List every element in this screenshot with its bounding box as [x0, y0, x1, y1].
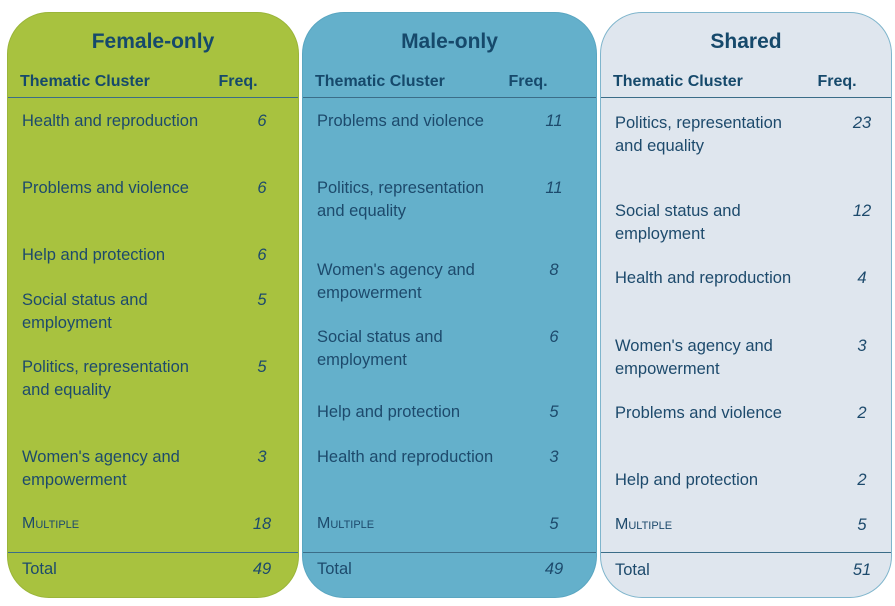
- panel-female-only: Female-only Thematic Cluster Freq. Healt…: [7, 12, 299, 598]
- frequency-value: 6: [257, 179, 267, 197]
- table-row: Politics, representation and equality 5: [22, 356, 298, 401]
- frequency-value: 2: [857, 404, 867, 422]
- frequency-value: 6: [549, 328, 559, 346]
- table-row: Multiple 5: [615, 514, 891, 537]
- table-row: Problems and violence 2: [615, 402, 891, 425]
- total-divider: [8, 552, 298, 553]
- panel-title: Female-only: [91, 30, 215, 53]
- table-row: Health and reproduction 3: [317, 446, 596, 469]
- total-divider: [303, 552, 596, 553]
- column-header-freq: Freq.: [817, 73, 857, 90]
- header-divider: [303, 97, 596, 98]
- cluster-label: Women's agency and empowerment: [317, 261, 475, 302]
- total-label: Total: [615, 561, 650, 579]
- frequency-value: 11: [545, 112, 563, 130]
- table-row: Help and protection 5: [317, 401, 596, 424]
- panel-title: Male-only: [401, 30, 498, 53]
- cluster-label: Social status and employment: [22, 291, 148, 332]
- table-row: Women's agency and empowerment 3: [22, 446, 298, 491]
- table-row: Social status and employment 12: [615, 200, 891, 245]
- frequency-value: 3: [257, 448, 267, 466]
- cluster-label: Politics, representation and equality: [22, 358, 189, 399]
- column-header-cluster: Thematic Cluster: [20, 73, 150, 90]
- total-row: Total 49: [317, 558, 596, 581]
- table-row: Multiple 18: [22, 513, 298, 536]
- panel-shared: Shared Thematic Cluster Freq. Politics, …: [600, 12, 892, 598]
- cluster-label: Problems and violence: [317, 112, 484, 130]
- frequency-value: 6: [257, 246, 267, 264]
- frequency-value: 3: [549, 448, 559, 466]
- frequency-value: 23: [852, 114, 872, 132]
- table-row: Social status and employment 6: [317, 326, 596, 371]
- table-row: Help and protection 6: [22, 244, 298, 267]
- frequency-value: 5: [257, 358, 267, 376]
- cluster-label: Help and protection: [317, 403, 461, 421]
- table-row: Problems and violence 6: [22, 177, 298, 200]
- total-row: Total 51: [615, 559, 891, 582]
- cluster-label: Problems and violence: [22, 179, 189, 197]
- cluster-label: Health and reproduction: [22, 112, 199, 130]
- cluster-label: Social status and employment: [615, 202, 741, 243]
- table-row: Problems and violence 11: [317, 110, 596, 133]
- total-divider: [601, 552, 891, 553]
- cluster-label: Women's agency and empowerment: [615, 337, 773, 378]
- total-value: 51: [852, 561, 872, 579]
- frequency-value: 11: [545, 179, 563, 197]
- total-label: Total: [317, 560, 352, 578]
- total-value: 49: [544, 560, 564, 578]
- cluster-label: Health and reproduction: [615, 269, 792, 287]
- total-label: Total: [22, 560, 57, 578]
- total-row: Total 49: [22, 558, 298, 581]
- column-header-cluster: Thematic Cluster: [613, 73, 743, 90]
- table-row: Politics, representation and equality 11: [317, 177, 596, 222]
- cluster-label: Politics, representation and equality: [615, 114, 782, 155]
- header-divider: [601, 97, 891, 98]
- frequency-value: 5: [549, 515, 559, 533]
- cluster-label: Multiple: [615, 516, 673, 533]
- cluster-label: Problems and violence: [615, 404, 782, 422]
- table-row: Social status and employment 5: [22, 289, 298, 334]
- cluster-label: Multiple: [317, 515, 375, 532]
- frequency-value: 8: [549, 261, 559, 279]
- total-value: 49: [252, 560, 272, 578]
- table-row: Women's agency and empowerment 8: [317, 259, 596, 304]
- table-row: Politics, representation and equality 23: [615, 112, 891, 157]
- frequency-value: 5: [857, 516, 867, 534]
- table-row: Health and reproduction 4: [615, 267, 891, 290]
- cluster-label: Politics, representation and equality: [317, 179, 484, 220]
- table-row: Women's agency and empowerment 3: [615, 335, 891, 380]
- frequency-value: 6: [257, 112, 267, 130]
- cluster-label: Multiple: [22, 515, 80, 532]
- cluster-label: Social status and employment: [317, 328, 443, 369]
- panel-title: Shared: [710, 30, 782, 53]
- table-row: Help and protection 2: [615, 469, 891, 492]
- frequency-value: 4: [857, 269, 867, 287]
- frequency-value: 3: [857, 337, 867, 355]
- column-header-freq: Freq.: [508, 73, 548, 90]
- cluster-label: Health and reproduction: [317, 448, 494, 466]
- cluster-label: Women's agency and empowerment: [22, 448, 180, 489]
- table-row: Multiple 5: [317, 513, 596, 536]
- cluster-label: Help and protection: [615, 471, 759, 489]
- frequency-value: 2: [857, 471, 867, 489]
- column-header-freq: Freq.: [218, 73, 258, 90]
- frequency-value: 12: [852, 202, 872, 220]
- frequency-value: 5: [549, 403, 559, 421]
- table-row: Health and reproduction 6: [22, 110, 298, 133]
- panel-male-only: Male-only Thematic Cluster Freq. Problem…: [302, 12, 597, 598]
- header-divider: [8, 97, 298, 98]
- column-header-cluster: Thematic Cluster: [315, 73, 445, 90]
- frequency-value: 18: [252, 515, 272, 533]
- frequency-value: 5: [257, 291, 267, 309]
- cluster-label: Help and protection: [22, 246, 166, 264]
